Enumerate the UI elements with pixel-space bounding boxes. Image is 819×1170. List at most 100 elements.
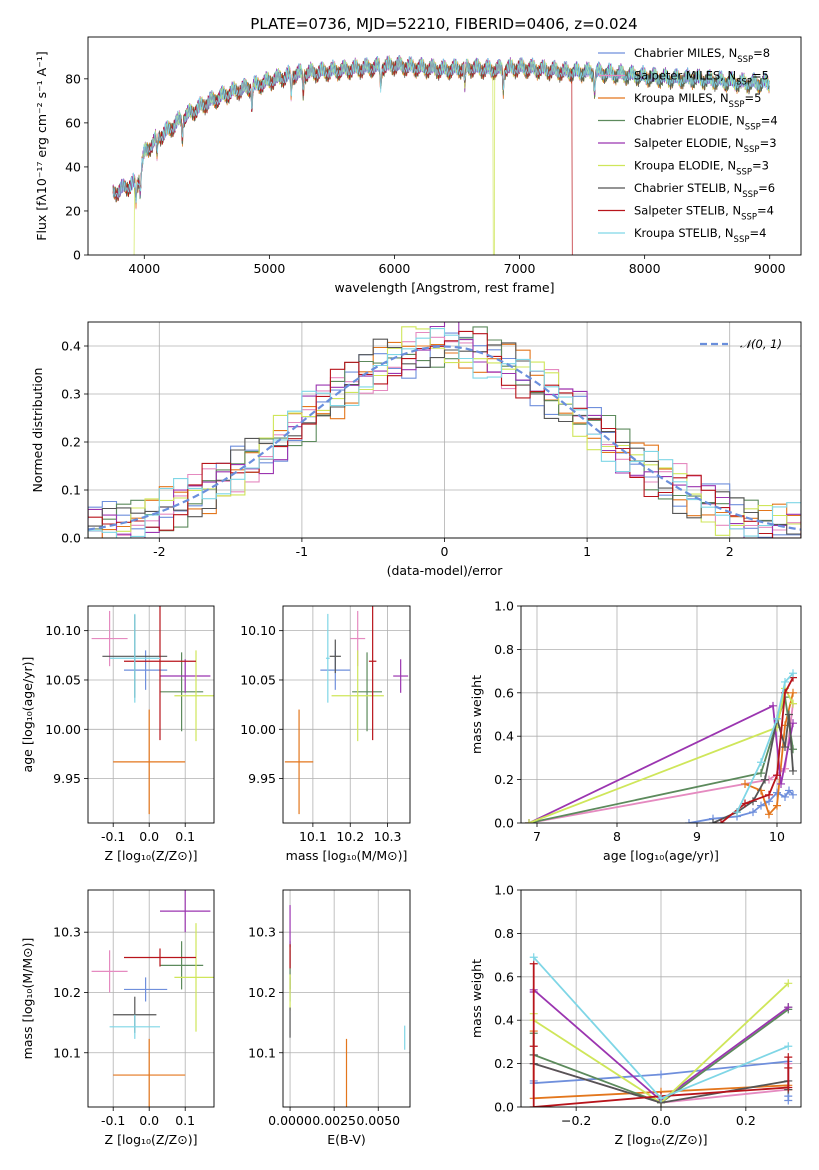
mass-weight-marker <box>525 819 533 823</box>
mass-weight-marker <box>529 953 538 962</box>
normal-reference-curve <box>88 345 801 531</box>
y-axis-label: mass weight <box>469 959 484 1038</box>
mass-weight-marker <box>757 758 765 767</box>
mass-weight-marker <box>789 688 797 697</box>
errorbar-point <box>124 606 196 741</box>
mass-vs-ebv-panel: 0.0000 0.0025 0.0050 10.1 10.2 10.3 E(B-V) <box>248 889 411 1147</box>
mass-weight-marker <box>773 788 781 797</box>
mass-weight-series-line <box>720 677 794 823</box>
y-tick-label: 1.0 <box>494 883 514 898</box>
y-tick-label: 0.8 <box>494 926 514 941</box>
mass-weight-marker <box>777 779 785 788</box>
legend-entry: Salpeter STELIB, NSSP=4 <box>634 204 774 223</box>
y-tick-label: 40 <box>65 159 81 174</box>
errorbar-point <box>329 639 341 674</box>
y-tick-label: 0.0 <box>494 1100 514 1115</box>
mass-weight-series-line <box>744 692 794 817</box>
mass-weight-marker <box>789 790 797 799</box>
y-tick-label: 0.4 <box>494 729 514 744</box>
errorbar-point <box>124 977 168 1002</box>
axes-frame <box>87 605 215 824</box>
mass-weight-marker <box>784 1042 793 1051</box>
x-axis-label: Z [log₁₀(Z/Z⊙)] <box>615 1132 708 1147</box>
y-tick-label: 0.4 <box>61 339 81 354</box>
mass-vs-metallicity-panel: -0.1 0.0 0.1 10.1 10.2 10.3 Z [log₁₀(Z/Z⊙)] mas… <box>20 889 215 1147</box>
y-tick-label: 1.0 <box>494 599 514 614</box>
mass-weight-marker <box>741 779 749 788</box>
x-axis-label: Z [log₁₀(Z/Z⊙)] <box>105 848 198 863</box>
errorbar-point <box>109 1014 160 1039</box>
y-axis-label: age [log₁₀(age/yr)] <box>20 657 35 773</box>
errorbar-point <box>174 650 214 742</box>
x-tick-label: 0.0000 <box>268 1113 312 1128</box>
mass-weight-marker <box>784 1003 793 1012</box>
x-axis-label: E(B-V) <box>327 1132 366 1147</box>
errorbar-point <box>393 659 409 693</box>
y-tick-label: 10.05 <box>240 672 276 687</box>
mass-weight-marker <box>657 1070 665 1079</box>
x-tick-label: 4000 <box>128 261 160 276</box>
axes-frame <box>87 889 215 1108</box>
y-tick-label: 0.6 <box>494 969 514 984</box>
errorbar-point <box>352 652 382 732</box>
mass-weight-marker <box>784 1096 793 1105</box>
x-tick-label: 0.0 <box>139 1113 159 1128</box>
x-tick-label: 6000 <box>379 261 411 276</box>
y-tick-label: 0.6 <box>494 685 514 700</box>
y-tick-label: 0.4 <box>494 1013 514 1028</box>
mass-weight-marker <box>769 701 777 710</box>
mass-weight-marker <box>765 790 773 799</box>
errorbar-point <box>113 1038 186 1107</box>
mass-weight-marker <box>761 775 769 784</box>
mass-weight-series-line <box>528 704 794 823</box>
errorbar-point <box>160 941 204 990</box>
errorbar-point <box>109 613 160 703</box>
errorbar-point <box>331 650 384 742</box>
mass-weight-marker <box>784 1063 793 1072</box>
y-axis-label: Normed distribution <box>30 368 45 493</box>
y-axis-label: Flux [fλ10⁻¹⁷ erg cm⁻² s⁻¹ A⁻¹] <box>34 51 49 240</box>
mass-weight-marker <box>781 792 789 801</box>
mass-weight-marker <box>757 769 765 778</box>
legend-entry: 𝒩(0, 1) <box>740 337 782 351</box>
y-tick-label: 0.1 <box>61 483 81 498</box>
x-axis-label: Z [log₁₀(Z/Z⊙)] <box>105 1132 198 1147</box>
x-axis-label: (data-model)/error <box>387 563 504 578</box>
y-tick-label: 0.0 <box>494 816 514 831</box>
mass-weight-marker <box>741 799 749 808</box>
x-tick-label: 10.3 <box>374 829 402 844</box>
errorbar-point <box>160 659 211 693</box>
y-tick-label: 80 <box>65 71 81 86</box>
spectrum-legend: Chabrier MILES, NSSP=8 Salpeter MILES, NS… <box>598 46 778 245</box>
x-tick-label: 10 <box>769 829 785 844</box>
errorbar-point <box>91 610 128 667</box>
x-tick-label: -0.1 <box>101 1113 125 1128</box>
mass-weight-vs-age-panel: 7 8 9 10 0.0 0.2 0.4 0.6 0.8 1.0 age [log₁₀(age/yr… <box>469 599 802 863</box>
y-tick-label: 10.05 <box>45 672 81 687</box>
spectrum-series-line <box>112 55 770 203</box>
y-tick-label: 10.10 <box>240 623 276 638</box>
x-tick-label: 0.0025 <box>312 1113 356 1128</box>
axes-frame <box>282 605 411 824</box>
y-axis-label: mass weight <box>469 675 484 754</box>
figure-title: PLATE=0736, MJD=52210, FIBERID=0406, z=0… <box>250 15 637 33</box>
axes-frame <box>87 36 802 256</box>
errorbar-point <box>124 948 196 967</box>
mass-weight-marker <box>733 808 741 817</box>
mass-weight-marker <box>657 1094 665 1103</box>
residual-histogram-panel: -2 -1 0 1 2 0.0 0.1 0.2 0.3 0.4 (data-model)/error… <box>30 321 802 578</box>
x-tick-label: 0.1 <box>175 829 195 844</box>
mass-weight-marker <box>529 1103 538 1107</box>
y-axis-label: mass [log₁₀(M/M⊙)] <box>20 938 35 1060</box>
y-tick-label: 10.1 <box>53 1045 81 1060</box>
y-tick-label: 10.3 <box>248 925 276 940</box>
mass-weight-series-line <box>528 685 794 823</box>
mass-weight-marker <box>773 714 781 723</box>
mass-weight-marker <box>717 819 725 823</box>
legend-entry: Salpeter ELODIE, NSSP=3 <box>634 136 777 155</box>
x-tick-label: -1 <box>296 544 308 559</box>
mass-weight-marker <box>785 710 793 719</box>
y-tick-label: 0.8 <box>494 642 514 657</box>
x-tick-label: 0 <box>441 544 449 559</box>
legend-entry: Kroupa ELODIE, NSSP=3 <box>634 159 769 178</box>
